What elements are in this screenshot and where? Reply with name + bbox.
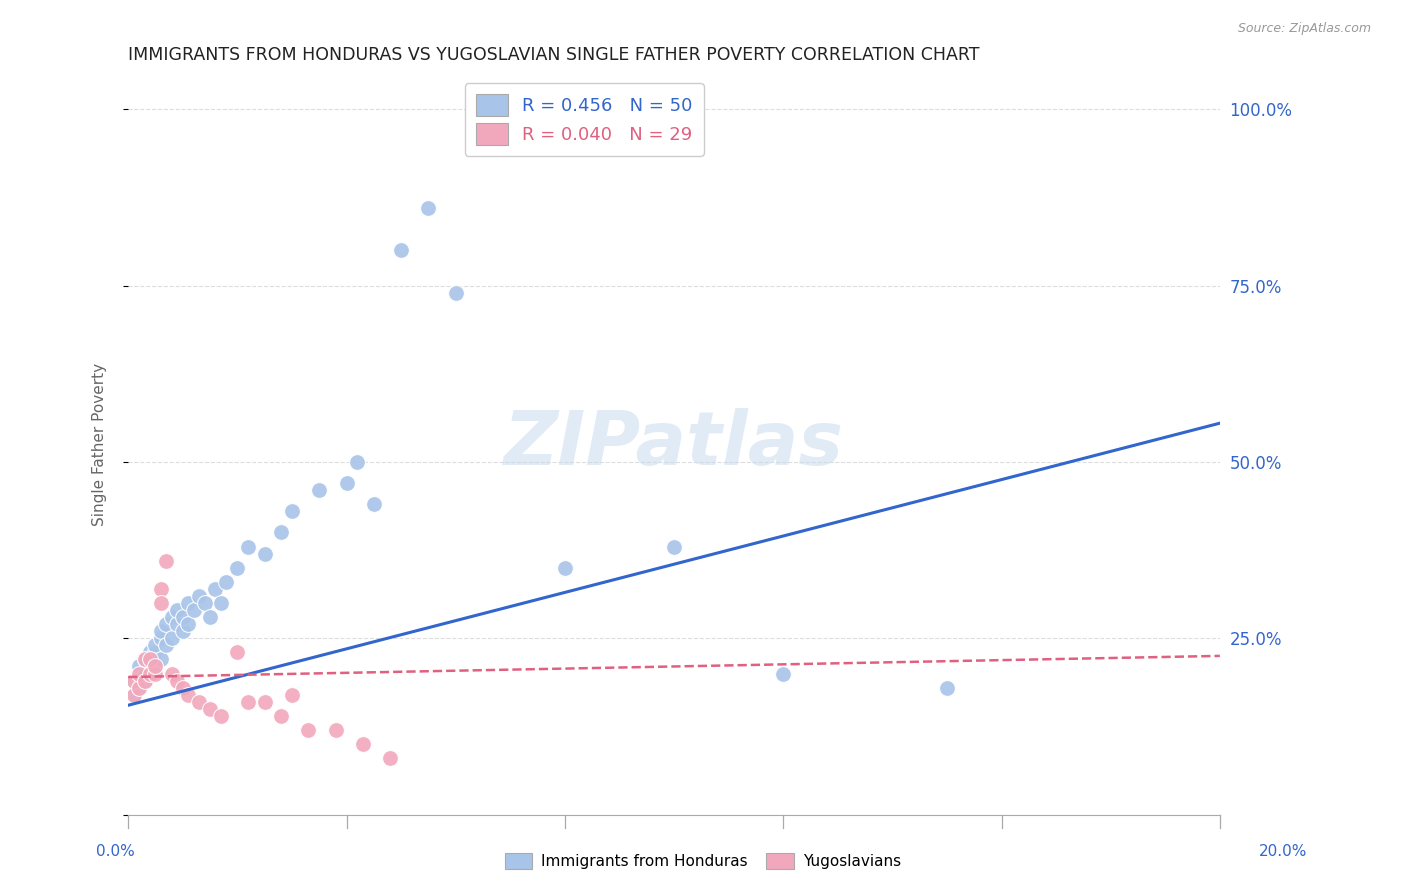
- Point: [308, 483, 330, 498]
- Point: [198, 610, 221, 624]
- Point: [352, 737, 374, 751]
- Point: [160, 632, 183, 646]
- Point: [226, 560, 249, 574]
- Point: [380, 751, 402, 765]
- Point: [238, 540, 260, 554]
- Point: [145, 638, 167, 652]
- Point: [155, 638, 177, 652]
- Point: [139, 666, 162, 681]
- Point: [122, 688, 145, 702]
- Point: [145, 645, 167, 659]
- Point: [177, 617, 200, 632]
- Point: [226, 645, 249, 659]
- Point: [270, 709, 292, 723]
- Point: [149, 582, 172, 596]
- Point: [128, 681, 150, 695]
- Point: [139, 652, 162, 666]
- Point: [128, 666, 150, 681]
- Point: [662, 540, 685, 554]
- Point: [194, 596, 217, 610]
- Point: [134, 652, 156, 666]
- Point: [281, 504, 304, 518]
- Point: [253, 695, 276, 709]
- Point: [346, 455, 368, 469]
- Point: [149, 624, 172, 639]
- Point: [134, 652, 156, 666]
- Point: [215, 574, 238, 589]
- Point: [198, 702, 221, 716]
- Point: [134, 673, 156, 688]
- Point: [122, 673, 145, 688]
- Point: [177, 596, 200, 610]
- Point: [188, 589, 211, 603]
- Point: [166, 617, 188, 632]
- Point: [270, 525, 292, 540]
- Point: [128, 681, 150, 695]
- Point: [122, 673, 145, 688]
- Point: [183, 603, 205, 617]
- Point: [139, 666, 162, 681]
- Point: [325, 723, 347, 737]
- Point: [172, 624, 194, 639]
- Point: [166, 673, 188, 688]
- Point: [209, 596, 232, 610]
- Point: [554, 560, 576, 574]
- Text: ZIPatlas: ZIPatlas: [503, 408, 844, 481]
- Point: [935, 681, 957, 695]
- Point: [772, 666, 794, 681]
- Point: [149, 652, 172, 666]
- Point: [145, 659, 167, 673]
- Text: Source: ZipAtlas.com: Source: ZipAtlas.com: [1237, 22, 1371, 36]
- Point: [444, 285, 467, 300]
- Point: [155, 554, 177, 568]
- Point: [209, 709, 232, 723]
- Point: [145, 659, 167, 673]
- Point: [281, 688, 304, 702]
- Text: IMMIGRANTS FROM HONDURAS VS YUGOSLAVIAN SINGLE FATHER POVERTY CORRELATION CHART: IMMIGRANTS FROM HONDURAS VS YUGOSLAVIAN …: [128, 46, 980, 64]
- Point: [389, 244, 412, 258]
- Point: [134, 673, 156, 688]
- Legend: Immigrants from Honduras, Yugoslavians: Immigrants from Honduras, Yugoslavians: [499, 847, 907, 875]
- Point: [172, 610, 194, 624]
- Point: [253, 547, 276, 561]
- Text: 20.0%: 20.0%: [1260, 845, 1308, 859]
- Point: [160, 666, 183, 681]
- Point: [139, 645, 162, 659]
- Point: [128, 666, 150, 681]
- Point: [139, 652, 162, 666]
- Point: [188, 695, 211, 709]
- Point: [160, 610, 183, 624]
- Point: [238, 695, 260, 709]
- Point: [177, 688, 200, 702]
- Point: [172, 681, 194, 695]
- Point: [155, 617, 177, 632]
- Point: [363, 497, 385, 511]
- Y-axis label: Single Father Poverty: Single Father Poverty: [93, 363, 107, 526]
- Legend: R = 0.456   N = 50, R = 0.040   N = 29: R = 0.456 N = 50, R = 0.040 N = 29: [465, 83, 703, 156]
- Point: [128, 659, 150, 673]
- Point: [166, 603, 188, 617]
- Point: [149, 632, 172, 646]
- Point: [134, 666, 156, 681]
- Point: [149, 596, 172, 610]
- Point: [418, 201, 440, 215]
- Point: [204, 582, 226, 596]
- Point: [145, 666, 167, 681]
- Point: [122, 688, 145, 702]
- Point: [335, 476, 357, 491]
- Text: 0.0%: 0.0%: [96, 845, 135, 859]
- Point: [297, 723, 319, 737]
